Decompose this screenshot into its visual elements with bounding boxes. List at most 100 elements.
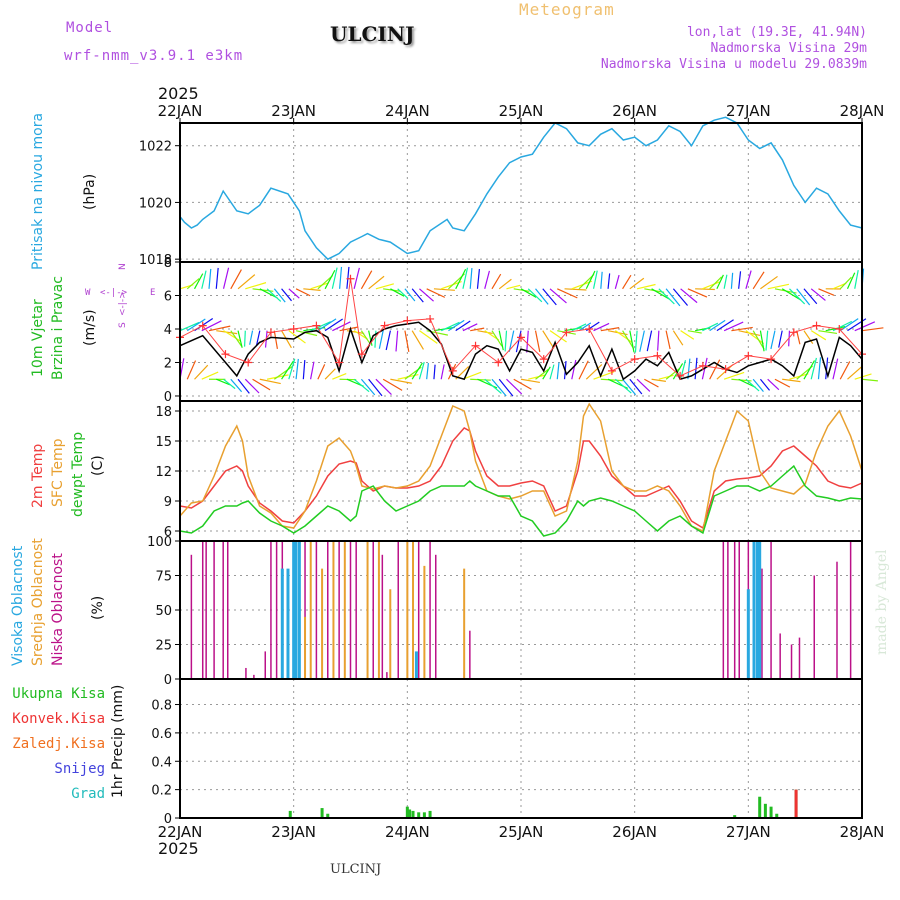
wind-arrow	[854, 269, 859, 289]
day-tick-top: 23JAN	[271, 102, 316, 120]
wind-gust-marker	[607, 366, 616, 375]
y-tick-label: 0.2	[151, 784, 172, 799]
wind-arrow	[317, 364, 326, 380]
wind-arrow	[310, 361, 315, 380]
wind-arrow	[244, 378, 260, 394]
wind-gust-marker	[289, 324, 298, 333]
wind-arrow	[455, 320, 471, 332]
wind-arrow	[578, 360, 589, 380]
wind-arrow	[782, 378, 801, 383]
wind-arrow	[527, 288, 543, 303]
precip-bar	[417, 812, 421, 818]
wind-arrow	[556, 362, 560, 380]
precip-legend-grad: Grad	[71, 786, 105, 802]
wind-arrow	[223, 330, 242, 342]
wind-gust-marker	[789, 328, 798, 337]
wind-arrow	[571, 359, 577, 380]
wind-arrow	[194, 364, 209, 380]
wind-arrow	[658, 288, 675, 305]
temp-line-2	[179, 464, 863, 537]
wind-arrow	[745, 330, 765, 345]
wind-gust-marker	[698, 361, 707, 370]
wind-arrow	[448, 319, 465, 332]
wind-arrow	[331, 267, 338, 289]
wind-arrow	[368, 378, 383, 397]
wind-arrow	[832, 358, 839, 380]
precip-bar	[775, 813, 779, 818]
wind-arrow	[395, 330, 399, 352]
wind-arrow	[709, 319, 726, 332]
wind-arrow	[179, 321, 200, 332]
wind-arrow	[709, 276, 723, 290]
y-tick-label: 100	[147, 535, 172, 550]
wind-arrow	[818, 330, 838, 335]
wind-arrow	[752, 378, 764, 392]
precip-bar	[320, 808, 324, 818]
precip-legend-conv: Konvek.Kisa	[12, 711, 105, 727]
wind-arrow	[237, 274, 256, 290]
wind-arrow	[861, 327, 884, 332]
wind-gust-marker	[676, 371, 685, 380]
wind-arrow	[201, 270, 207, 289]
wind-arrow	[520, 378, 540, 383]
wind-arrow	[455, 268, 467, 290]
wind-arrow	[614, 274, 620, 289]
wind-arrow	[520, 288, 537, 298]
wind-arrow	[404, 288, 416, 302]
wind-arrow	[665, 330, 671, 350]
y-tick-label: 25	[155, 639, 172, 654]
wind-gust-marker	[721, 365, 730, 374]
wind-arrow	[498, 378, 514, 397]
wind-arrow	[208, 268, 212, 289]
wind-arrow	[789, 288, 806, 305]
wind-arrow	[745, 378, 760, 392]
wind-arrow	[419, 288, 434, 302]
y-tick-label: 1022	[139, 140, 172, 155]
wind-arrow	[252, 378, 271, 391]
compass-arrow-h: <-|->	[100, 288, 128, 298]
compass-w: W	[85, 288, 91, 298]
wind-arrow	[542, 288, 557, 306]
wind-arrow	[273, 288, 286, 303]
wind-arrow	[810, 357, 817, 380]
wind-gust-marker	[835, 324, 844, 333]
pressure-line	[179, 116, 863, 261]
wind-gust-marker	[221, 350, 230, 359]
wind-arrow	[767, 378, 780, 391]
wind-arrow	[607, 273, 611, 289]
marks-layer	[176, 116, 884, 818]
wind-gust-marker	[244, 358, 253, 367]
wind-arrow	[186, 360, 197, 380]
wind-arrow	[774, 378, 791, 388]
wind-arrow	[281, 360, 294, 380]
wind-arrow	[593, 371, 615, 380]
footer-station: ULCINJ	[330, 862, 382, 877]
precip-bar	[428, 810, 432, 818]
wind-arrow	[571, 323, 587, 332]
wind-gust-marker	[812, 321, 821, 330]
wind-arrow	[636, 378, 651, 392]
wind-arrow	[770, 330, 776, 350]
wind-arrow	[230, 330, 243, 347]
wind-arrow	[622, 378, 637, 396]
wind-arrow	[288, 358, 296, 380]
wind-arrow	[803, 288, 818, 305]
wind-arrow	[498, 330, 504, 351]
wind-arrow	[542, 330, 555, 349]
wind-arrow	[687, 330, 702, 334]
wind-arrow	[476, 269, 481, 289]
wind-gust-marker	[562, 328, 571, 337]
wind-arrow	[622, 274, 632, 290]
wind-arrow	[571, 280, 593, 290]
wind-arrow	[302, 360, 306, 380]
wind-arrow	[186, 278, 200, 290]
wind-arrow	[339, 266, 343, 289]
wind-arrow	[614, 330, 633, 344]
wind-arrow	[360, 378, 376, 396]
wind-gust-marker	[312, 321, 321, 330]
label-layer: 22JAN 22JAN 23JAN 23JAN 24JAN 24JAN 25JAN 25JAN…	[139, 102, 884, 841]
wind-arrow	[752, 330, 765, 350]
wind-arrow	[657, 330, 660, 351]
precip-bar	[411, 810, 415, 818]
wind-arrow	[651, 378, 666, 382]
